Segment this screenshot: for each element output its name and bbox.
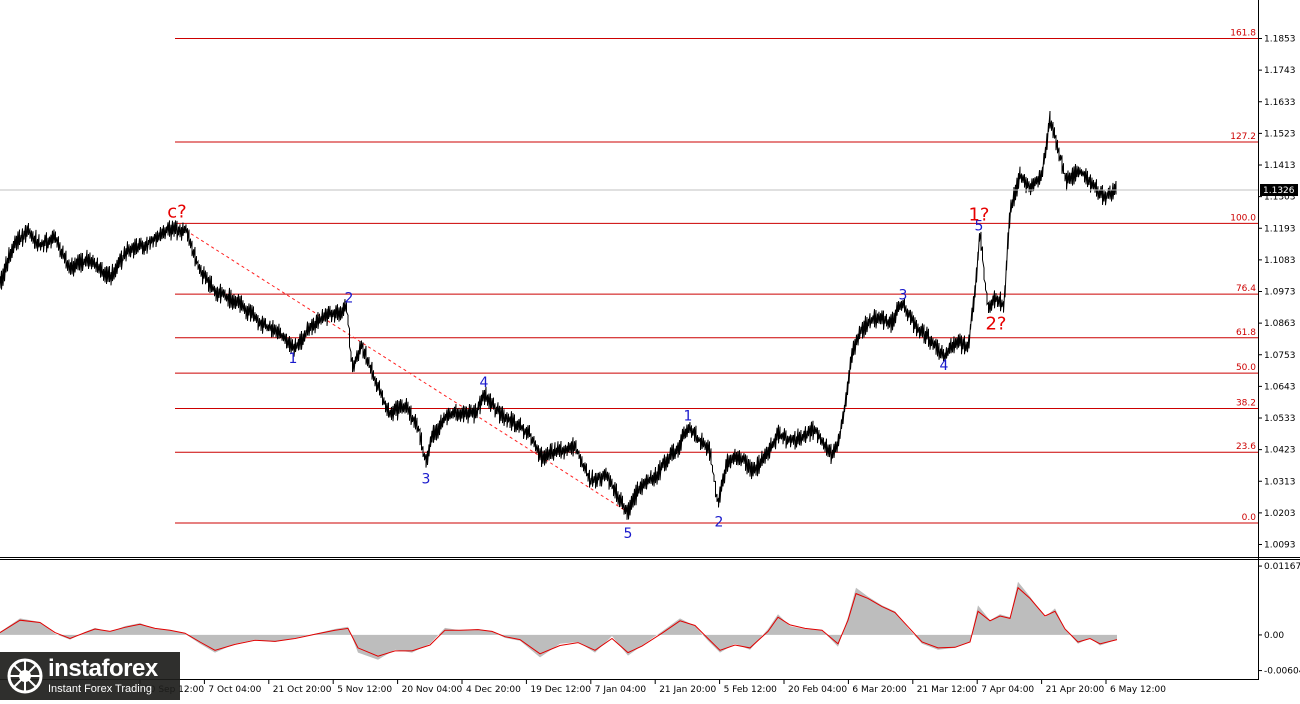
- fib-level-label: 61.8: [1236, 328, 1256, 338]
- oscillator-y-label: 0.01167: [1264, 562, 1300, 572]
- x-tick-label: 21 Jan 20:00: [659, 685, 716, 695]
- wave-label: 3: [899, 288, 908, 304]
- x-tick-label: 20 Feb 04:00: [788, 685, 847, 695]
- instaforex-logo-icon: [7, 658, 43, 694]
- y-tick-label: 1.0313: [1264, 477, 1296, 487]
- x-tick-label: 5 Feb 12:00: [724, 685, 778, 695]
- wave-label: 2: [345, 290, 354, 306]
- oscillator-panel: [0, 560, 1258, 678]
- x-tick-label: 21 Apr 20:00: [1046, 685, 1105, 695]
- wave-label: 4: [940, 358, 949, 374]
- current-price-label: 1.1326: [1263, 186, 1295, 196]
- y-tick-label: 1.0533: [1264, 414, 1296, 424]
- wave-label: 5: [975, 219, 984, 235]
- y-tick-label: 1.0093: [1264, 541, 1296, 551]
- y-tick-label: 1.0753: [1264, 351, 1296, 361]
- wave-label: c?: [167, 202, 186, 223]
- fib-level-label: 161.8: [1230, 29, 1256, 39]
- wave-label: 1: [289, 351, 298, 367]
- x-tick-label: 5 Nov 12:00: [337, 685, 392, 695]
- y-tick-label: 1.0423: [1264, 446, 1296, 456]
- x-tick-label: 21 Mar 12:00: [917, 685, 977, 695]
- x-tick-label: 19 Dec 12:00: [530, 685, 591, 695]
- x-tick-label: 7 Jan 04:00: [595, 685, 647, 695]
- y-tick-label: 1.0863: [1264, 319, 1296, 329]
- oscillator-signal-line: [0, 586, 1118, 657]
- x-tick-label: 21 Oct 20:00: [273, 685, 332, 695]
- y-tick-label: 1.0643: [1264, 382, 1296, 392]
- fib-level-label: 100.0: [1230, 213, 1256, 223]
- oscillator-y-label: -0.00604: [1264, 667, 1300, 677]
- wave-label: 4: [480, 375, 489, 391]
- current-price-box: [1260, 184, 1298, 197]
- logo-tagline: Instant Forex Trading: [48, 683, 152, 695]
- y-tick-label: 1.0203: [1264, 509, 1296, 519]
- y-tick-label: 1.1853: [1264, 35, 1296, 45]
- x-tick-label: 4 Dec 20:00: [466, 685, 521, 695]
- wave-label: 2: [715, 515, 724, 531]
- oscillator-y-label: 0.00: [1264, 631, 1284, 641]
- x-tick-label: 7 Apr 04:00: [981, 685, 1034, 695]
- logo-name: instaforex: [48, 655, 158, 682]
- x-tick-label: 6 Mar 20:00: [852, 685, 907, 695]
- y-tick-label: 1.1083: [1264, 256, 1296, 266]
- y-tick-label: 1.0973: [1264, 288, 1296, 298]
- y-tick-label: 1.1193: [1264, 224, 1296, 234]
- wave-label: 1?: [968, 204, 989, 225]
- instaforex-logo: instaforex Instant Forex Trading: [2, 654, 180, 698]
- fib-level-label: 76.4: [1236, 284, 1256, 294]
- wave-label: 5: [624, 526, 633, 542]
- y-tick-label: 1.1303: [1264, 193, 1296, 203]
- x-tick-label: 6 May 12:00: [1110, 685, 1166, 695]
- wave-label: 1: [684, 408, 693, 424]
- fib-level-label: 50.0: [1236, 363, 1256, 373]
- wave-label: 3: [422, 472, 431, 488]
- wave-label: 2?: [985, 314, 1006, 335]
- fib-level-label: 127.2: [1230, 132, 1256, 142]
- price-line: [0, 110, 1117, 520]
- fib-level-label: 38.2: [1236, 399, 1256, 409]
- x-tick-label: 20 Nov 04:00: [402, 685, 463, 695]
- y-tick-label: 1.1523: [1264, 129, 1296, 139]
- fib-level-label: 0.0: [1242, 513, 1257, 523]
- oscillator-histogram: [0, 581, 1117, 660]
- y-tick-label: 1.1633: [1264, 98, 1296, 108]
- x-tick-label: 7 Oct 04:00: [208, 685, 261, 695]
- y-tick-label: 1.1743: [1264, 66, 1296, 76]
- y-tick-label: 1.1413: [1264, 161, 1296, 171]
- fib-level-label: 23.6: [1236, 442, 1256, 452]
